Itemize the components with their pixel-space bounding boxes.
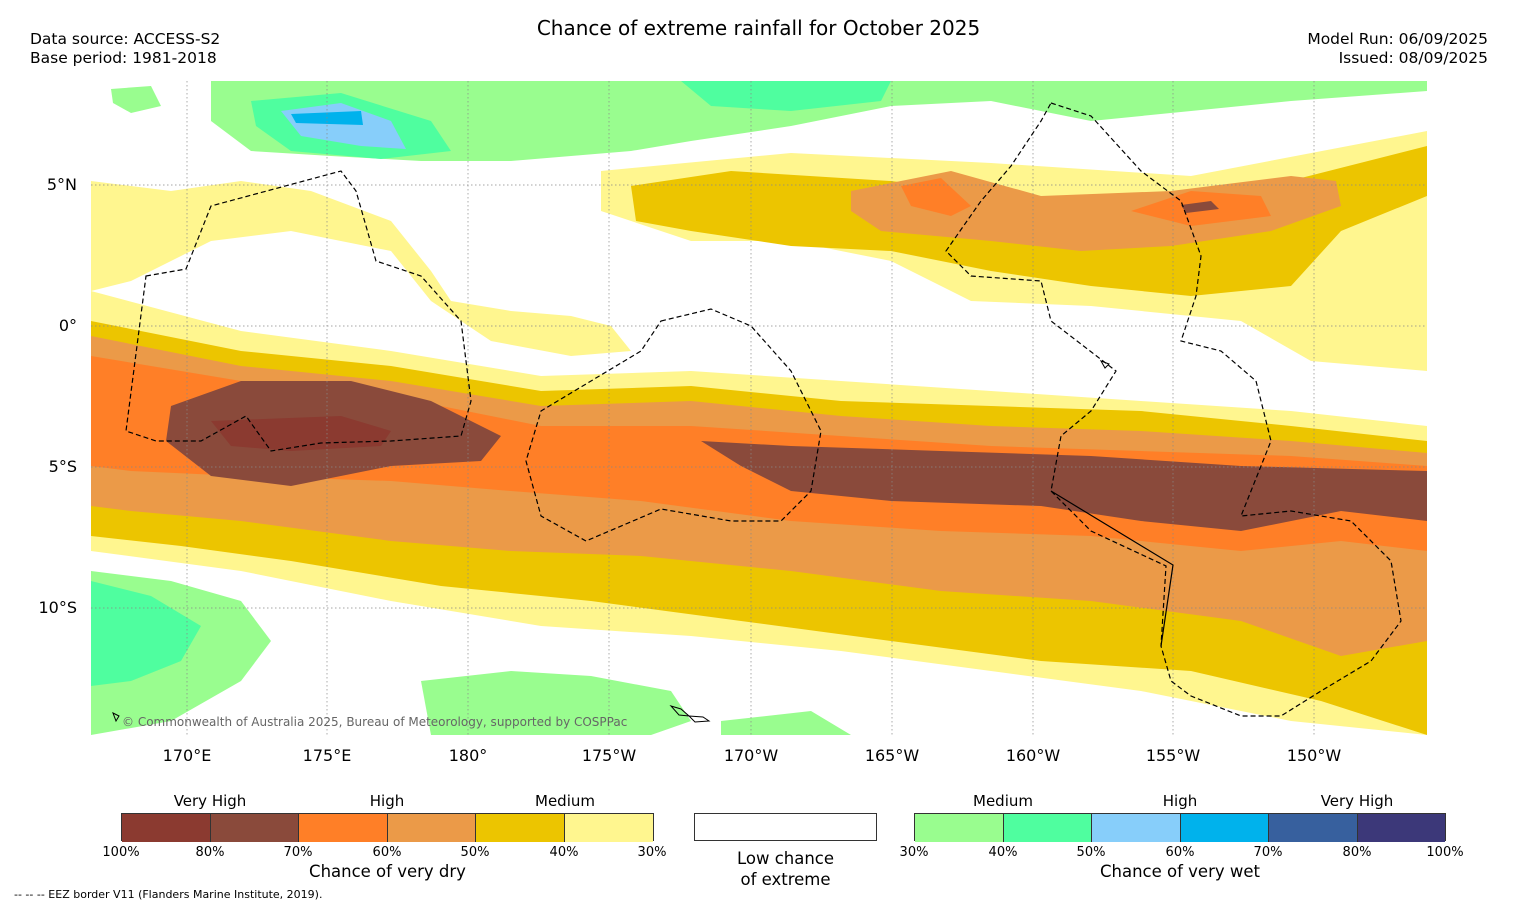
wet-swatch-40-50 xyxy=(1004,814,1092,842)
lat-label-5n: 5°N xyxy=(46,175,77,194)
dry-swatch-40-30 xyxy=(565,814,653,842)
dry-70-band-north xyxy=(1181,201,1219,213)
wet-medium-region-island xyxy=(111,86,161,113)
dry-swatch-80-70 xyxy=(211,814,299,842)
dry-tick-80: 80% xyxy=(195,845,225,860)
lon-label-180: 180° xyxy=(448,746,488,765)
graticule xyxy=(91,81,1427,735)
dry-tick-40: 40% xyxy=(549,845,579,860)
eez-footnote: -- -- -- EEZ border V11 (Flanders Marine… xyxy=(14,888,323,901)
lon-label-170e: 170°E xyxy=(162,746,212,765)
wet-tick-70: 70% xyxy=(1253,845,1283,860)
copyright-notice: © Commonwealth of Australia 2025, Bureau… xyxy=(122,715,628,729)
map-title: Chance of extreme rainfall for October 2… xyxy=(536,16,981,40)
dry-tick-50: 50% xyxy=(460,845,490,860)
eez-borders xyxy=(125,102,1402,717)
base-period: Base period: 1981-2018 xyxy=(30,49,217,67)
data-source: Data source: ACCESS-S2 xyxy=(30,30,221,48)
wet-swatch-70-80 xyxy=(1269,814,1358,842)
wet-legend-caption: Chance of very wet xyxy=(1100,862,1260,881)
low-chance-line-2: of extreme xyxy=(740,870,831,889)
low-chance-line-1: Low chance xyxy=(736,849,835,868)
lat-label-5s: 5°S xyxy=(48,457,77,476)
wet-swatch-30-40 xyxy=(915,814,1004,842)
wet-tick-50: 50% xyxy=(1076,845,1106,860)
data-source-block: Data source: ACCESS-S2 Base period: 1981… xyxy=(30,30,220,68)
wet-high-region-south xyxy=(91,581,201,686)
dry-legend-header-medium: Medium xyxy=(535,792,595,810)
maritime-boundary-solid xyxy=(1050,490,1174,647)
dry-tick-30: 30% xyxy=(637,845,667,860)
wet-tick-40: 40% xyxy=(988,845,1018,860)
dry-tick-70: 70% xyxy=(283,845,313,860)
wet-swatch-60-70 xyxy=(1181,814,1269,842)
lon-label-170w: 170°W xyxy=(723,746,779,765)
wet-medium-region-south-3 xyxy=(721,711,851,735)
wet-legend-header-high: High xyxy=(1162,792,1198,810)
wet-medium-region-south-2 xyxy=(421,671,691,735)
run-info-block: Model Run: 06/09/2025 Issued: 08/09/2025 xyxy=(1307,30,1488,68)
wet-medium-region-north xyxy=(211,81,1427,161)
dry-50-band-north xyxy=(851,171,1341,251)
wet-tick-100: 100% xyxy=(1426,845,1464,860)
rainfall-map xyxy=(91,81,1427,735)
wet-swatch-80-100 xyxy=(1358,814,1445,842)
lon-label-175w: 175°W xyxy=(581,746,637,765)
low-chance-swatch xyxy=(694,813,877,841)
dry-tick-100: 100% xyxy=(102,845,140,860)
dry-70-band-south-east xyxy=(701,441,1427,531)
low-chance-caption: Low chance of extreme xyxy=(694,848,877,890)
dry-tick-60: 60% xyxy=(372,845,402,860)
dry-legend-header-very-high: Very High xyxy=(173,792,247,810)
wet-swatch-50-60 xyxy=(1092,814,1181,842)
issued-date: Issued: 08/09/2025 xyxy=(1338,49,1488,67)
dry-legend-colorbar xyxy=(121,813,654,842)
dry-swatch-100-80 xyxy=(122,814,211,842)
wet-high-region-north-2 xyxy=(681,81,891,111)
dry-legend-caption: Chance of very dry xyxy=(309,862,466,881)
dry-swatch-70-60 xyxy=(299,814,388,842)
dry-legend-header-high: High xyxy=(369,792,405,810)
wet-legend-header-medium: Medium xyxy=(973,792,1033,810)
lat-label-10s: 10°S xyxy=(38,598,77,617)
dry-swatch-60-50 xyxy=(388,814,476,842)
dry-swatch-50-40 xyxy=(476,814,565,842)
lon-label-165w: 165°W xyxy=(864,746,920,765)
wet-tick-80: 80% xyxy=(1342,845,1372,860)
lon-label-175e: 175°E xyxy=(302,746,352,765)
lat-label-0: 0° xyxy=(58,316,77,335)
model-run: Model Run: 06/09/2025 xyxy=(1307,30,1488,48)
wet-tick-60: 60% xyxy=(1165,845,1195,860)
dry-30-band-northwest xyxy=(91,181,631,356)
wet-tick-30: 30% xyxy=(899,845,929,860)
wet-legend-colorbar xyxy=(914,813,1446,842)
lon-label-150w: 150°W xyxy=(1286,746,1342,765)
dry-60-band-north xyxy=(901,178,971,216)
lon-label-155w: 155°W xyxy=(1145,746,1201,765)
lon-label-160w: 160°W xyxy=(1005,746,1061,765)
islands xyxy=(112,360,1110,723)
wet-legend-header-very-high: Very High xyxy=(1320,792,1394,810)
